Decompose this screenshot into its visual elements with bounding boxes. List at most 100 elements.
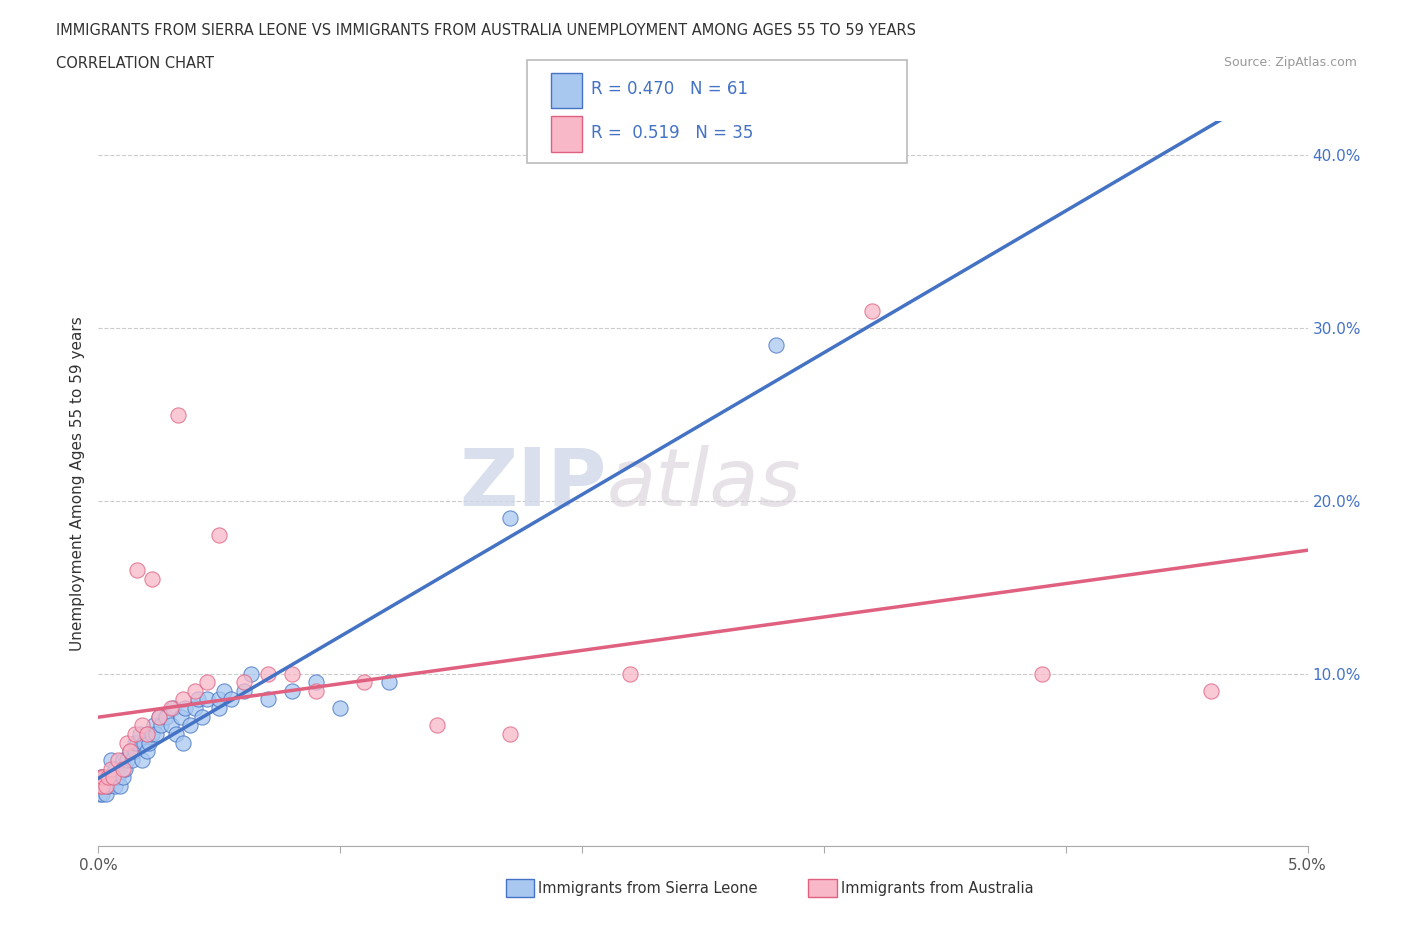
Point (131, 752, 153, 767)
Point (94, 770, 117, 785)
Point (124, 744, 146, 759)
Point (97, 778, 120, 793)
Point (195, 692, 218, 707)
Text: Immigrants from Sierra Leone: Immigrants from Sierra Leone (538, 881, 758, 896)
Point (107, 770, 129, 785)
Text: ZIP: ZIP (458, 445, 606, 523)
Point (117, 752, 139, 767)
Point (89, 787, 111, 802)
Point (121, 752, 143, 767)
Point (1031, 666, 1053, 681)
Point (212, 684, 235, 698)
Point (184, 684, 207, 698)
Point (172, 692, 194, 707)
Point (191, 710, 214, 724)
Text: Source: ZipAtlas.com: Source: ZipAtlas.com (1223, 56, 1357, 69)
Point (305, 684, 328, 698)
Point (145, 726, 167, 741)
Point (184, 700, 207, 715)
Point (100, 752, 122, 767)
Point (100, 770, 122, 785)
Point (426, 718, 449, 733)
Point (101, 770, 124, 785)
Point (127, 563, 149, 578)
Text: atlas: atlas (606, 445, 801, 523)
Point (165, 726, 187, 741)
Point (138, 736, 160, 751)
Point (111, 752, 134, 767)
Point (93, 770, 115, 785)
Point (141, 571, 163, 586)
Point (108, 778, 131, 793)
Point (167, 407, 190, 422)
Point (94, 787, 117, 802)
Point (111, 770, 134, 785)
Text: IMMIGRANTS FROM SIERRA LEONE VS IMMIGRANTS FROM AUSTRALIA UNEMPLOYMENT AMONG AGE: IMMIGRANTS FROM SIERRA LEONE VS IMMIGRAN… (56, 23, 917, 38)
Point (195, 675, 218, 690)
Point (114, 761, 136, 776)
Point (134, 736, 156, 751)
Point (169, 710, 191, 724)
Point (148, 710, 170, 724)
Point (141, 726, 163, 741)
Point (100, 761, 122, 776)
Text: Immigrants from Australia: Immigrants from Australia (841, 881, 1033, 896)
Point (127, 736, 149, 751)
Text: CORRELATION CHART: CORRELATION CHART (56, 56, 214, 71)
Point (208, 700, 231, 715)
Point (128, 726, 150, 741)
Point (91, 770, 114, 785)
Point (498, 726, 520, 741)
Point (124, 736, 146, 751)
Point (104, 761, 127, 776)
Point (239, 666, 262, 681)
Point (124, 726, 146, 741)
Point (179, 718, 201, 733)
Point (91, 778, 114, 793)
Point (91, 787, 114, 802)
Point (221, 692, 243, 707)
Text: R = 0.470   N = 61: R = 0.470 N = 61 (591, 80, 748, 99)
Point (281, 666, 304, 681)
Point (118, 744, 141, 759)
Y-axis label: Unemployment Among Ages 55 to 59 years: Unemployment Among Ages 55 to 59 years (69, 316, 84, 651)
Point (1199, 684, 1222, 698)
Point (101, 770, 124, 785)
Point (148, 710, 170, 724)
Point (377, 675, 399, 690)
Point (765, 338, 787, 352)
Point (256, 692, 278, 707)
Point (329, 700, 352, 715)
Point (208, 692, 231, 707)
Text: R =  0.519   N = 35: R = 0.519 N = 35 (591, 124, 752, 142)
Point (90, 770, 112, 785)
Point (208, 528, 231, 543)
Point (90, 778, 112, 793)
Point (232, 675, 254, 690)
Point (281, 684, 304, 698)
Point (89, 778, 111, 793)
Point (162, 700, 184, 715)
Point (117, 736, 139, 751)
Point (94, 778, 117, 793)
Point (160, 700, 183, 715)
Point (135, 744, 157, 759)
Point (135, 726, 157, 741)
Point (174, 700, 197, 715)
Point (97, 770, 120, 785)
Point (111, 761, 134, 776)
Point (232, 684, 254, 698)
Point (90, 770, 112, 785)
Point (498, 511, 520, 525)
Point (91, 778, 114, 793)
Point (172, 736, 194, 751)
Point (305, 675, 328, 690)
Point (107, 752, 129, 767)
Point (104, 778, 127, 793)
Point (619, 666, 641, 681)
Point (135, 726, 157, 741)
Point (118, 744, 141, 759)
Point (150, 718, 173, 733)
Point (860, 303, 883, 318)
Point (353, 675, 375, 690)
